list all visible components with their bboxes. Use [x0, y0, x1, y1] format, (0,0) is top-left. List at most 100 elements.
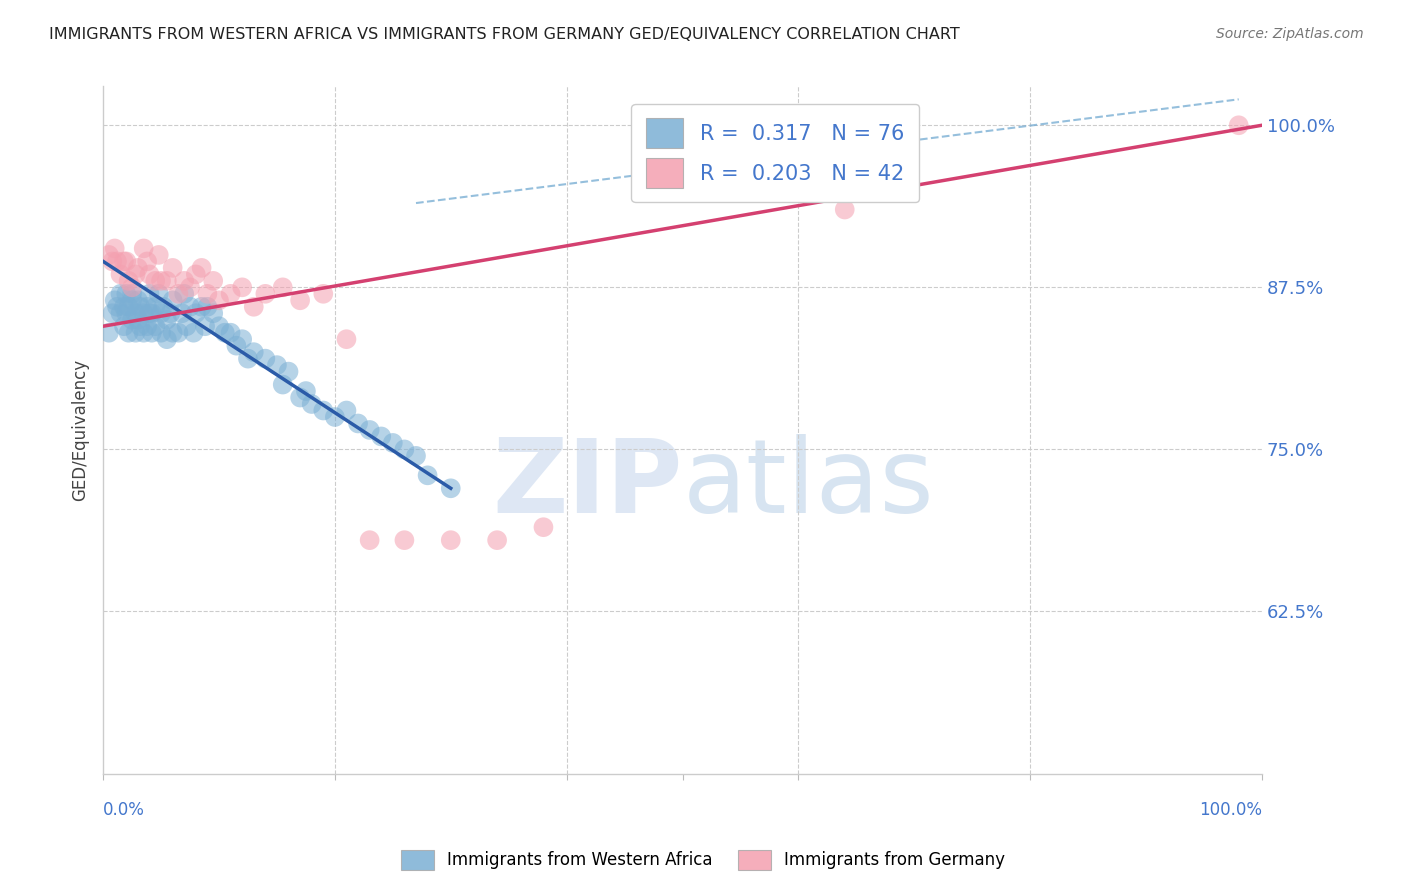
Point [312, 286, 335, 301]
Point [323, 409, 346, 424]
Point [115, 254, 138, 268]
Point [219, 286, 242, 301]
Point [440, 481, 463, 495]
Point [440, 533, 463, 548]
Point [138, 306, 160, 320]
Point [288, 293, 311, 308]
Point [184, 306, 207, 320]
Point [112, 300, 135, 314]
Point [105, 254, 128, 268]
Point [271, 280, 294, 294]
Point [347, 417, 370, 431]
Point [138, 268, 160, 282]
Point [190, 300, 212, 314]
Point [254, 286, 277, 301]
Point [162, 293, 184, 308]
Text: ZIP: ZIP [492, 434, 682, 535]
Point [394, 442, 416, 457]
Point [486, 533, 509, 548]
Point [132, 326, 155, 340]
Point [190, 260, 212, 275]
Point [173, 286, 195, 301]
Point [394, 533, 416, 548]
Point [115, 306, 138, 320]
Point [225, 339, 247, 353]
Point [101, 306, 124, 320]
Point [104, 293, 127, 308]
Point [150, 274, 173, 288]
Point [162, 260, 184, 275]
Point [117, 274, 139, 288]
Point [167, 326, 190, 340]
Point [335, 403, 357, 417]
Point [184, 268, 207, 282]
Legend: Immigrants from Western Africa, Immigrants from Germany: Immigrants from Western Africa, Immigran… [394, 843, 1012, 877]
Point [132, 306, 155, 320]
Point [115, 286, 138, 301]
Point [295, 384, 318, 398]
Point [370, 429, 392, 443]
Point [112, 254, 135, 268]
Point [214, 326, 236, 340]
Point [202, 274, 225, 288]
Point [834, 202, 856, 217]
Point [127, 260, 149, 275]
Point [416, 468, 439, 483]
Y-axis label: GED/Equivalency: GED/Equivalency [72, 359, 89, 501]
Point [127, 312, 149, 326]
Point [117, 300, 139, 314]
Point [143, 300, 166, 314]
Point [129, 319, 152, 334]
Point [112, 319, 135, 334]
Point [105, 300, 128, 314]
Point [150, 306, 173, 320]
Point [197, 286, 219, 301]
Text: atlas: atlas [682, 434, 934, 535]
Point [242, 345, 264, 359]
Point [156, 274, 179, 288]
Point [359, 423, 381, 437]
Point [138, 286, 160, 301]
Point [179, 300, 201, 314]
Point [129, 300, 152, 314]
Point [156, 332, 179, 346]
Text: IMMIGRANTS FROM WESTERN AFRICA VS IMMIGRANTS FROM GERMANY GED/EQUIVALENCY CORREL: IMMIGRANTS FROM WESTERN AFRICA VS IMMIGR… [49, 27, 960, 42]
Point [101, 254, 124, 268]
Point [208, 319, 231, 334]
Point [124, 326, 146, 340]
Point [110, 306, 132, 320]
Point [231, 280, 253, 294]
Point [156, 312, 179, 326]
Point [117, 326, 139, 340]
Point [152, 300, 174, 314]
Point [167, 286, 190, 301]
Point [121, 293, 143, 308]
Point [179, 280, 201, 294]
Point [173, 274, 195, 288]
Point [104, 242, 127, 256]
Legend: R =  0.317   N = 76, R =  0.203   N = 42: R = 0.317 N = 76, R = 0.203 N = 42 [631, 103, 920, 202]
Point [183, 326, 205, 340]
Point [148, 286, 170, 301]
Point [124, 306, 146, 320]
Point [405, 449, 427, 463]
Point [288, 391, 311, 405]
Point [162, 326, 184, 340]
Point [254, 351, 277, 366]
Point [97, 248, 120, 262]
Point [110, 286, 132, 301]
Point [121, 312, 143, 326]
Text: Source: ZipAtlas.com: Source: ZipAtlas.com [1216, 27, 1364, 41]
Point [271, 377, 294, 392]
Point [236, 351, 259, 366]
Point [159, 306, 181, 320]
Point [242, 300, 264, 314]
Point [266, 358, 288, 372]
Point [533, 520, 555, 534]
Point [176, 319, 198, 334]
Point [150, 326, 173, 340]
Point [143, 319, 166, 334]
Point [194, 319, 217, 334]
Point [202, 306, 225, 320]
Point [132, 242, 155, 256]
